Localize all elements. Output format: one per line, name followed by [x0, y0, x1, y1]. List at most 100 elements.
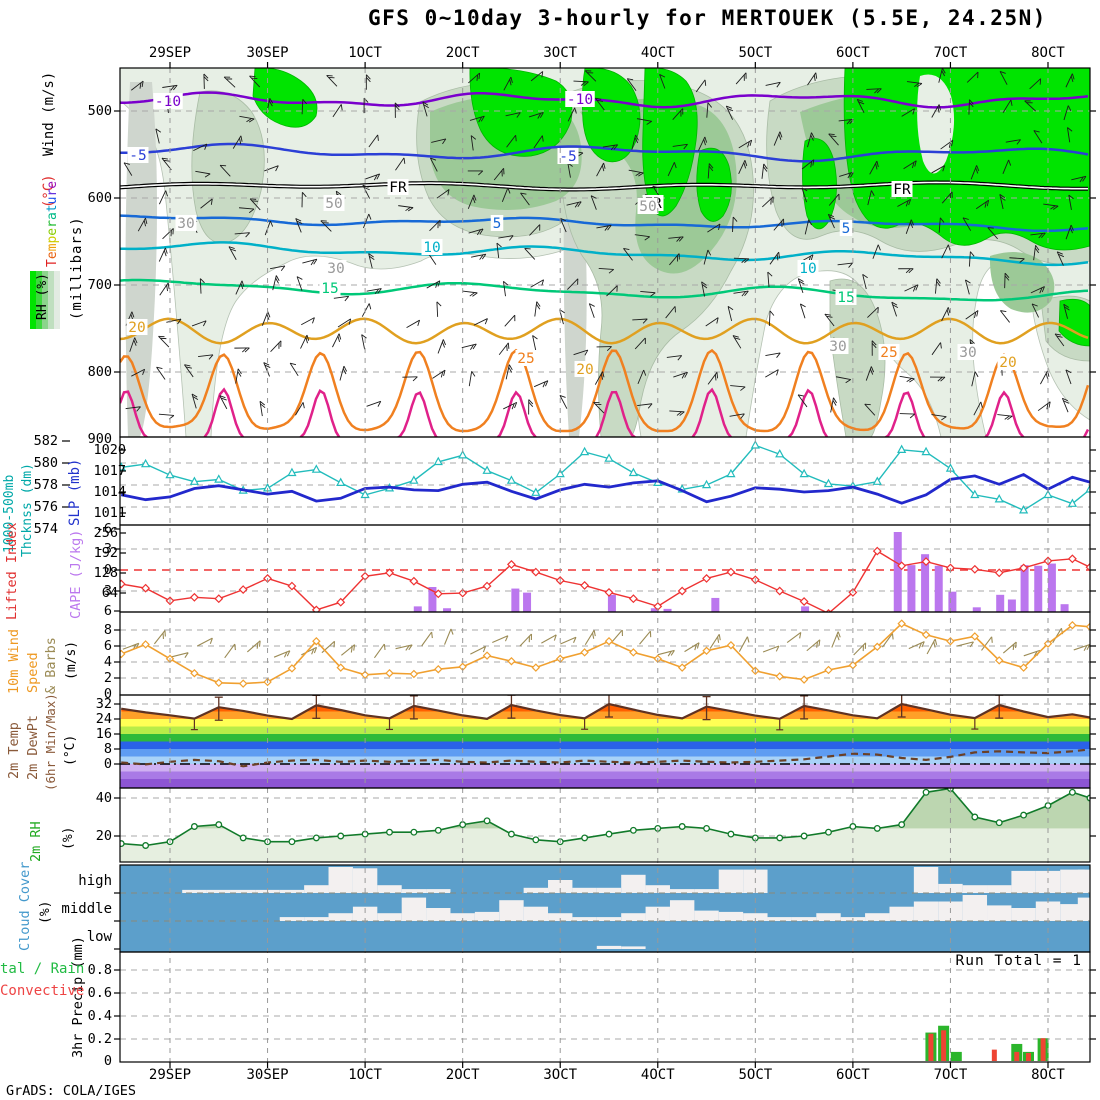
legend-total-rain: tal / Rain	[0, 961, 85, 977]
temp-tick-16: 16	[95, 726, 112, 742]
temp-tick-32: 32	[95, 696, 112, 712]
svg-text:20: 20	[128, 320, 145, 336]
axis-label-millibars: (millibars)	[69, 216, 85, 320]
rh-tick-20: 20	[95, 828, 112, 844]
legend-convective: Convective	[0, 983, 85, 999]
pressure-tick-900: 900	[87, 431, 112, 447]
svg-text:15: 15	[837, 290, 854, 306]
axis-label-barbs: & Barbs	[43, 637, 59, 694]
page-title: GFS 0~10day 3-hourly for MERTOUEK (5.5E,…	[368, 6, 1047, 30]
bottom-date-3OCT: 3OCT	[543, 1067, 578, 1083]
precip-panel	[120, 969, 1090, 1061]
precip-tick-0.4: 0.4	[87, 1008, 112, 1024]
svg-text:30: 30	[959, 345, 976, 361]
temp2m-panel	[120, 695, 1090, 788]
cape-tick-192: 192	[93, 545, 118, 561]
slp-tick-1017: 1017	[93, 463, 126, 479]
bottom-date-30SEP: 30SEP	[246, 1067, 289, 1083]
axis-label-wind: Wind (m/s)	[41, 71, 57, 156]
temp-tick-0: 0	[103, 756, 112, 772]
top-date-30SEP: 30SEP	[246, 45, 289, 61]
svg-text:-10: -10	[155, 94, 181, 110]
precip-tick-0.6: 0.6	[87, 985, 112, 1001]
axis-label-rh: RH (%)	[35, 273, 50, 320]
top-date-2OCT: 2OCT	[445, 45, 480, 61]
wind-tick-2: 2	[103, 670, 112, 686]
li-cape-panel	[120, 532, 1090, 612]
thickness-tick-574: 574	[33, 521, 58, 537]
svg-text:20: 20	[999, 355, 1016, 371]
svg-text:10: 10	[423, 240, 440, 256]
temp-tick-8: 8	[103, 741, 112, 757]
svg-text:20: 20	[576, 362, 593, 378]
svg-text:10: 10	[799, 261, 816, 277]
svg-text:-10: -10	[567, 92, 593, 108]
svg-text:FR: FR	[389, 180, 407, 196]
li-tick--6: -6	[95, 521, 112, 537]
bottom-date-1OCT: 1OCT	[348, 1067, 382, 1083]
svg-text:50: 50	[639, 199, 656, 215]
precip-tick-0: 0	[103, 1053, 112, 1069]
cloud-row-high: high	[78, 873, 112, 889]
li-tick-3: 3	[103, 583, 112, 599]
upper-air-panel: -10-10-5-5FRFRFR551010151520202025253050…	[120, 68, 1090, 437]
slp-tick-1014: 1014	[93, 484, 126, 500]
axis-label-cloud-unit: (%)	[38, 900, 53, 924]
svg-text:30: 30	[327, 261, 344, 277]
bottom-date-4OCT: 4OCT	[640, 1067, 675, 1083]
bottom-date-29SEP: 29SEP	[148, 1067, 192, 1083]
svg-text:25: 25	[880, 345, 897, 361]
svg-text:-5: -5	[129, 148, 146, 164]
bottom-date-7OCT: 7OCT	[933, 1067, 968, 1083]
pressure-tick-500: 500	[87, 103, 112, 119]
thickness-tick-578: 578	[33, 477, 58, 493]
bottom-date-2OCT: 2OCT	[445, 1067, 480, 1083]
cape-tick-256: 256	[93, 525, 118, 541]
top-date-7OCT: 7OCT	[933, 45, 968, 61]
bottom-date-6OCT: 6OCT	[836, 1067, 870, 1083]
svg-text:-5: -5	[559, 149, 576, 165]
cloud-row-low: low	[86, 929, 112, 945]
top-date-5OCT: 5OCT	[738, 45, 773, 61]
li-tick--3: -3	[95, 541, 112, 557]
wind-tick-0: 0	[103, 686, 112, 702]
svg-text:FR: FR	[893, 182, 911, 198]
axis-label-2m-dewpt: 2m DewPt	[25, 714, 41, 780]
svg-text:15: 15	[321, 281, 338, 297]
wind-tick-6: 6	[103, 638, 112, 654]
cloud-panel	[120, 865, 1090, 952]
li-tick-6: 6	[103, 603, 112, 619]
pressure-tick-700: 700	[87, 277, 112, 293]
svg-text:30: 30	[177, 216, 194, 232]
precip-tick-0.2: 0.2	[87, 1031, 112, 1047]
top-date-8OCT: 8OCT	[1031, 45, 1065, 61]
top-date-6OCT: 6OCT	[836, 45, 870, 61]
svg-text:25: 25	[517, 351, 534, 367]
precip-tick-0.8: 0.8	[87, 962, 112, 978]
rh-shading-legend: RH (%)	[30, 271, 60, 329]
wind-tick-8: 8	[103, 622, 112, 638]
bottom-date-8OCT: 8OCT	[1031, 1067, 1065, 1083]
pressure-tick-800: 800	[87, 364, 112, 380]
cloud-row-middle: middle	[61, 901, 112, 917]
grads-credit: GrADS: COLA/IGES	[6, 1083, 137, 1099]
top-date-3OCT: 3OCT	[543, 45, 578, 61]
cape-tick-64: 64	[101, 585, 118, 601]
slp-thickness-panel	[120, 440, 1090, 514]
run-total-label: Run Total = 1	[955, 953, 1082, 969]
svg-text:5: 5	[842, 221, 851, 237]
cape-tick-128: 128	[93, 565, 118, 581]
pressure-tick-600: 600	[87, 190, 112, 206]
axis-label-2m-rh: 2m RH	[28, 821, 44, 862]
temp-tick-24: 24	[95, 711, 112, 727]
top-date-29SEP: 29SEP	[148, 45, 192, 61]
axis-label-speed: Speed	[25, 652, 41, 693]
wind10m-panel	[120, 619, 1090, 688]
svg-text:5: 5	[493, 216, 502, 232]
axis-label-10m-wind: 10m Wind	[6, 628, 22, 694]
axis-label-temperature: Temperature	[45, 180, 60, 267]
bottom-date-5OCT: 5OCT	[738, 1067, 773, 1083]
axis-label-2m-temp: 2m Temp	[6, 722, 22, 779]
